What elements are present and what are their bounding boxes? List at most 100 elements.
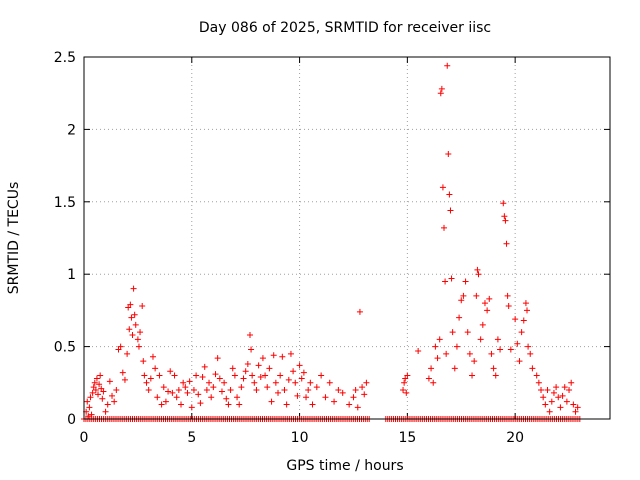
data-point	[214, 355, 221, 362]
data-point	[522, 300, 529, 307]
data-point	[218, 388, 225, 395]
plot-frame	[83, 56, 611, 420]
data-point	[500, 200, 507, 207]
data-point	[285, 376, 292, 383]
data-point	[259, 355, 266, 362]
data-point	[231, 372, 238, 379]
data-point	[152, 365, 159, 372]
data-point	[145, 387, 152, 394]
data-point	[292, 379, 299, 386]
data-point	[538, 387, 545, 394]
data-point	[339, 389, 346, 396]
data-point	[481, 300, 488, 307]
data-point	[266, 365, 273, 372]
data-point	[492, 372, 499, 379]
data-point	[415, 347, 422, 354]
data-point	[525, 343, 532, 350]
data-point	[490, 365, 497, 372]
data-point	[91, 379, 98, 386]
data-point	[240, 375, 247, 382]
y-tick-label: 0	[67, 412, 76, 428]
data-point	[236, 401, 243, 408]
data-point	[462, 278, 469, 285]
data-point	[445, 151, 452, 158]
data-point	[503, 240, 510, 247]
data-point	[193, 372, 200, 379]
data-point	[201, 363, 208, 370]
data-point	[129, 332, 136, 339]
data-point	[309, 401, 316, 408]
data-point	[434, 355, 441, 362]
data-point	[124, 350, 131, 357]
data-point	[502, 217, 509, 224]
data-point	[156, 372, 163, 379]
data-point	[542, 401, 549, 408]
data-point	[566, 387, 573, 394]
data-point	[92, 387, 99, 394]
data-point	[158, 401, 165, 408]
data-point	[139, 303, 146, 310]
data-point	[279, 353, 286, 360]
data-point	[113, 387, 120, 394]
data-point	[505, 303, 512, 310]
y-tick-label: 0.5	[54, 340, 76, 356]
data-point	[160, 384, 167, 391]
data-point	[448, 275, 455, 282]
x-tick-label: 15	[398, 430, 416, 446]
data-point	[106, 378, 113, 385]
data-point	[335, 387, 342, 394]
data-point	[95, 391, 102, 398]
data-point	[169, 389, 176, 396]
data-point	[527, 350, 534, 357]
data-point	[501, 213, 508, 220]
data-point	[249, 372, 256, 379]
data-point	[251, 379, 258, 386]
data-point	[190, 387, 197, 394]
data-point	[504, 292, 511, 299]
data-point	[100, 388, 107, 395]
data-point	[104, 401, 111, 408]
data-point	[275, 389, 282, 396]
data-point	[548, 398, 555, 405]
data-point	[203, 387, 210, 394]
x-axis-label: GPS time / hours	[286, 458, 403, 474]
data-point	[165, 388, 172, 395]
data-point	[561, 384, 568, 391]
data-point	[171, 372, 178, 379]
data-point	[109, 392, 116, 399]
data-point	[300, 369, 307, 376]
data-point	[216, 375, 223, 382]
data-point	[437, 90, 444, 97]
data-point	[401, 379, 408, 386]
data-point	[121, 376, 128, 383]
data-point	[162, 398, 169, 405]
data-point	[97, 372, 104, 379]
data-point	[484, 307, 491, 314]
data-point	[404, 372, 411, 379]
data-point	[555, 394, 562, 401]
data-point	[294, 392, 301, 399]
data-point	[466, 350, 473, 357]
data-point	[512, 316, 519, 323]
x-axis-ticks: 0 5 10 15 20	[80, 57, 524, 446]
data-point	[469, 372, 476, 379]
data-point	[331, 398, 338, 405]
data-point	[318, 372, 325, 379]
data-point	[223, 395, 230, 402]
x-tick-label: 5	[187, 430, 196, 446]
data-point	[563, 398, 570, 405]
data-point	[444, 62, 451, 69]
data-point	[574, 404, 581, 411]
data-point	[119, 369, 126, 376]
data-point	[99, 395, 106, 402]
data-point	[322, 394, 329, 401]
data-point	[439, 184, 446, 191]
data-point	[475, 271, 482, 278]
data-point	[550, 389, 557, 396]
data-point	[186, 378, 193, 385]
data-point	[535, 379, 542, 386]
data-point	[244, 360, 251, 367]
data-point	[456, 314, 463, 321]
data-point	[199, 374, 206, 381]
